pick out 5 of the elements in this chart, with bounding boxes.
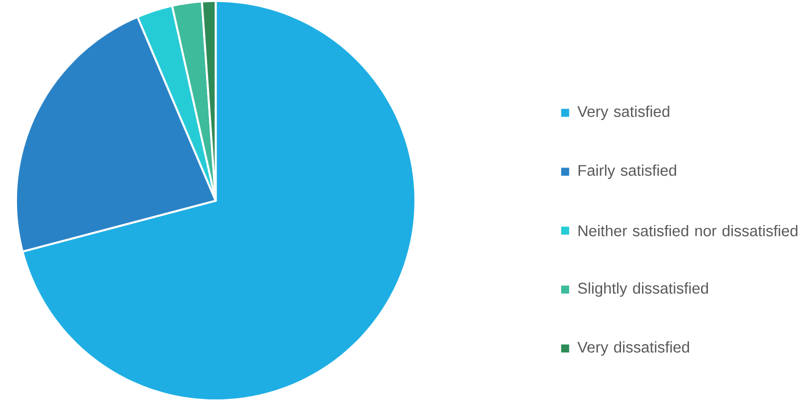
- legend-label: Very satisfied: [577, 105, 670, 120]
- legend-label: Neither satisfied nor dissatisfied: [578, 224, 798, 236]
- legend-label: Fairly satisfied: [578, 164, 676, 179]
- legend-label: Slightly dissatisfied: [578, 282, 708, 297]
- legend-label: Very dissatisfied: [577, 341, 690, 356]
